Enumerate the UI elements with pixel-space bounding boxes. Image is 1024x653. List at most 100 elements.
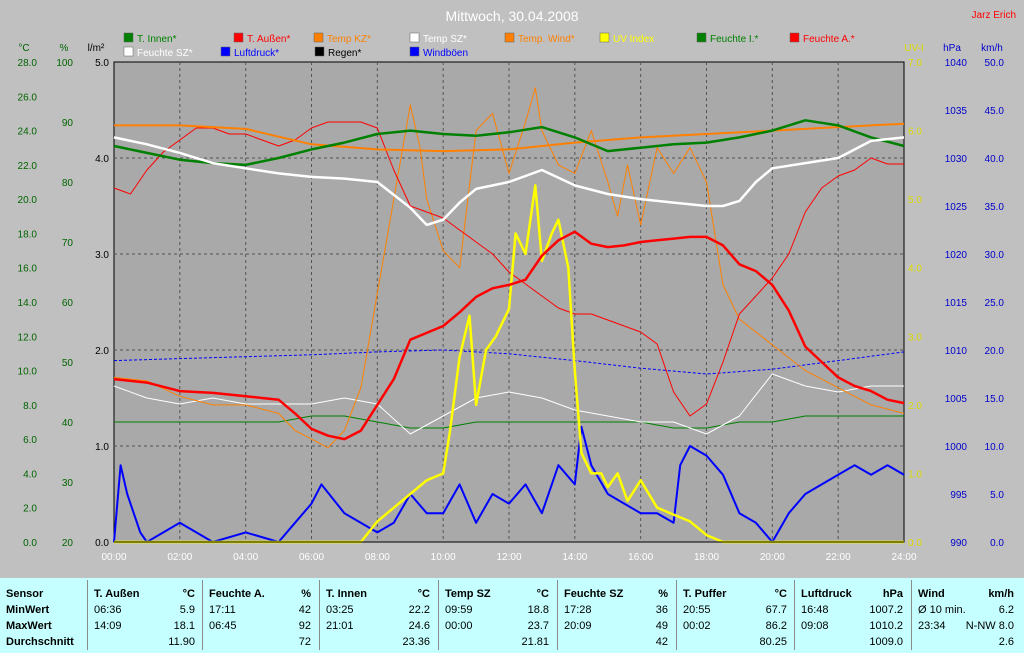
stats-max-value: 86.2 xyxy=(765,620,787,632)
x-tick-label: 00:00 xyxy=(101,552,126,563)
column-separator xyxy=(557,580,558,650)
legend-label: Temp SZ* xyxy=(423,34,467,45)
stats-min-time: 17:11 xyxy=(209,604,236,616)
x-tick-label: 12:00 xyxy=(496,552,521,563)
wind-tick-label: 35.0 xyxy=(985,202,1005,213)
humidity-tick-label: 70 xyxy=(62,238,74,249)
temp-tick-label: 8.0 xyxy=(23,401,37,412)
stats-unit: km/h xyxy=(988,588,1014,600)
stats-max-value: 1010.2 xyxy=(869,620,903,632)
x-tick-label: 18:00 xyxy=(694,552,719,563)
legend-swatch xyxy=(789,32,800,43)
series-line-t-innen xyxy=(113,119,905,167)
stats-unit: hPa xyxy=(882,588,903,600)
stats-average: 23.36 xyxy=(402,636,430,648)
stats-min-value: 5.9 xyxy=(179,604,195,616)
wind-tick-label: 45.0 xyxy=(985,106,1005,117)
column-separator xyxy=(794,580,795,650)
rain-unit-label: l/m² xyxy=(88,43,105,54)
column-separator xyxy=(438,580,439,650)
temp-tick-label: 28.0 xyxy=(18,58,38,69)
stats-header: Temp SZ xyxy=(445,588,491,600)
column-separator xyxy=(202,580,203,650)
series-line-feuchte-i xyxy=(114,415,904,429)
pressure-tick-label: 1025 xyxy=(945,202,968,213)
stats-max-time: 23:34 xyxy=(918,620,946,632)
legend-label: Feuchte A.* xyxy=(803,34,855,45)
wind-tick-label: 15.0 xyxy=(985,394,1005,405)
uv-tick-label: 0.0 xyxy=(908,538,922,549)
stats-min-value: 36 xyxy=(655,604,668,616)
legend-swatch xyxy=(123,32,134,43)
chart-legend: T. Innen* T. Außen* Temp KZ* Temp SZ* Temp. … xyxy=(123,32,855,59)
wind-tick-label: 10.0 xyxy=(985,442,1005,453)
stats-header: T. Außen xyxy=(94,588,140,600)
stats-unit: °C xyxy=(536,588,549,600)
stats-average: 80.25 xyxy=(759,636,787,648)
stats-average: 1009.0 xyxy=(869,636,903,648)
wind-tick-label: 25.0 xyxy=(985,298,1005,309)
x-tick-label: 22:00 xyxy=(826,552,851,563)
series-group xyxy=(113,87,905,544)
uv-tick-label: 6.0 xyxy=(908,127,922,138)
stats-min-value: 1007.2 xyxy=(869,604,903,616)
legend-swatch xyxy=(599,32,610,43)
rain-tick-label: 2.0 xyxy=(95,346,109,357)
uv-unit-label: UV-I xyxy=(904,43,923,54)
column-separator xyxy=(87,580,88,650)
pressure-tick-label: 1010 xyxy=(945,346,968,357)
chart-author: Jarz Erich xyxy=(972,10,1016,21)
legend-swatch xyxy=(409,46,420,57)
column-separator xyxy=(911,580,912,650)
stats-max-value: 49 xyxy=(655,620,668,632)
uv-tick-label: 3.0 xyxy=(908,332,922,343)
column-separator xyxy=(319,580,320,650)
stats-column: T. Außen °C 06:36 5.9 14:09 18.1 11.90 xyxy=(87,578,203,653)
rain-tick-label: 4.0 xyxy=(95,154,109,165)
legend-label: Regen* xyxy=(328,48,361,59)
series-line-temp-sz xyxy=(113,136,905,227)
legend-label: Feuchte SZ* xyxy=(137,48,193,59)
temp-tick-label: 22.0 xyxy=(18,161,38,172)
series-line-windb-en xyxy=(113,425,905,543)
series-line-feuchte-a xyxy=(113,121,904,417)
temp-tick-label: 4.0 xyxy=(23,469,37,480)
series-line-luftdruck xyxy=(113,349,905,375)
stats-max-time: 06:45 xyxy=(209,620,237,632)
stats-min-time: 03:25 xyxy=(326,604,354,616)
x-tick-label: 04:00 xyxy=(233,552,258,563)
legend-label: Feuchte I.* xyxy=(710,34,758,45)
temp-tick-label: 16.0 xyxy=(18,264,38,275)
stats-min-value: 6.2 xyxy=(998,604,1014,616)
humidity-tick-label: 40 xyxy=(62,418,74,429)
stats-column: T. Puffer °C 20:55 67.7 00:02 86.2 80.25 xyxy=(676,578,795,653)
humidity-tick-label: 80 xyxy=(62,178,74,189)
column-separator xyxy=(676,580,677,650)
pressure-tick-label: 1015 xyxy=(945,298,968,309)
chart-title: Mittwoch, 30.04.2008 xyxy=(445,8,578,24)
stats-max-value: 24.6 xyxy=(408,620,430,632)
stats-column: T. Innen °C 03:25 22.2 21:01 24.6 23.36 xyxy=(319,578,438,653)
stats-min-time: 16:48 xyxy=(801,604,829,616)
stats-unit: °C xyxy=(182,588,195,600)
legend-swatch xyxy=(314,46,325,57)
legend-label: Windböen xyxy=(423,48,468,59)
x-tick-label: 06:00 xyxy=(299,552,324,563)
uv-tick-label: 4.0 xyxy=(908,264,922,275)
pressure-tick-label: 1000 xyxy=(945,442,968,453)
temp-tick-label: 6.0 xyxy=(23,435,37,446)
stats-unit: °C xyxy=(417,588,430,600)
axes: 0.0 2.0 4.0 6.0 8.0 10.0 12.0 14.0 16.0 18.0 20.0 2… xyxy=(18,43,1005,563)
stats-min-time: 06:36 xyxy=(94,604,122,616)
temp-tick-label: 10.0 xyxy=(18,367,38,378)
wind-tick-label: 0.0 xyxy=(990,538,1004,549)
stats-max-time: 21:01 xyxy=(326,620,354,632)
uv-tick-label: 7.0 xyxy=(908,58,922,69)
stats-max-value: N-NW 8.0 xyxy=(965,620,1014,632)
uv-tick-label: 2.0 xyxy=(908,401,922,412)
stats-min-value: 18.8 xyxy=(527,604,549,616)
stats-min-time: 17:28 xyxy=(564,604,592,616)
stats-column: Feuchte SZ% 17:28 36 20:09 49 42 xyxy=(557,578,676,653)
rain-tick-label: 0.0 xyxy=(95,538,109,549)
series-line-feuchte-sz xyxy=(113,373,904,435)
